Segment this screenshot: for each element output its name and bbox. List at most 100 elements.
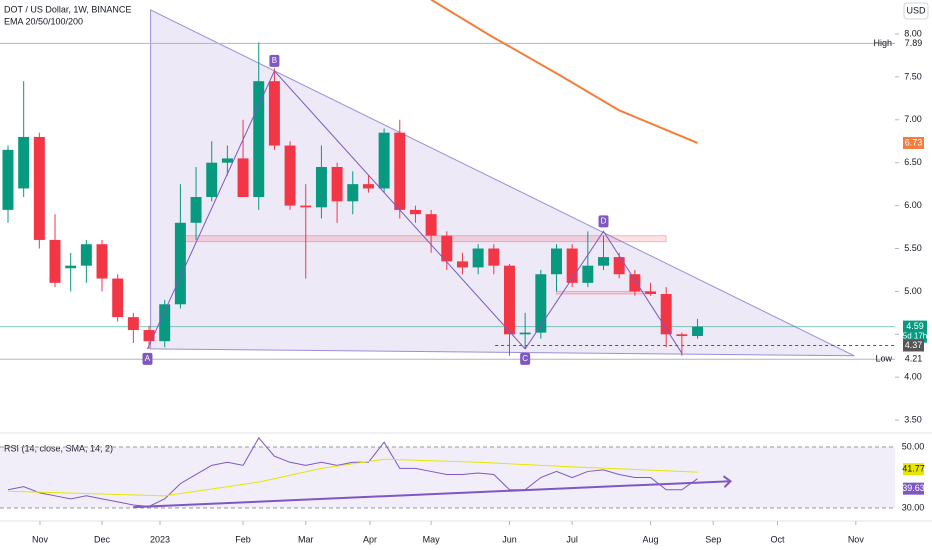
candle-body [96, 244, 108, 279]
rsi-trendline [133, 480, 731, 509]
x-tick-label: Apr [363, 534, 377, 544]
candle-body [253, 81, 265, 198]
candle-body [362, 184, 374, 189]
pattern-label: A [145, 354, 151, 363]
x-tick-label: Oct [770, 534, 785, 544]
y-tick-label: 7.50 [904, 71, 922, 81]
rsi-sma-value-bg [903, 463, 924, 476]
y-tick-label: 7.00 [904, 114, 922, 124]
high-value: 7.89 [905, 38, 923, 48]
rsi-tick-label: 30.00 [902, 502, 925, 512]
candle-body [80, 244, 92, 266]
dashed-level-value: 4.37 [905, 340, 923, 350]
candle-body [174, 222, 186, 305]
pattern-point [598, 215, 609, 228]
candle-body [409, 209, 421, 215]
x-tick-label: Jun [502, 534, 517, 544]
candle-body [519, 332, 531, 335]
rsi-arrowhead [722, 475, 732, 488]
candle-body [582, 265, 594, 283]
pattern-point [269, 54, 280, 67]
rsi-sma-value: 41.77 [902, 464, 925, 474]
candle-body [503, 265, 515, 335]
y-tick-label: 8.00 [904, 28, 922, 38]
candle-body [660, 293, 672, 335]
high-label: High [873, 38, 892, 48]
pattern-label: B [272, 56, 277, 65]
y-tick-label: 5.50 [904, 243, 922, 253]
x-tick-label: Nov [848, 534, 865, 544]
candle-body [645, 291, 657, 294]
x-tick-label: Feb [235, 534, 251, 544]
candle-body [206, 162, 218, 198]
y-tick-label: 5.00 [904, 286, 922, 296]
candle-body [221, 158, 233, 163]
rsi-sma-line [7, 458, 698, 497]
candle-body [535, 274, 547, 333]
pattern-label: D [601, 216, 607, 225]
last-price: 4.59 [906, 321, 924, 331]
candle-body [551, 248, 562, 275]
x-tick-label: 2023 [150, 534, 170, 544]
candle-body [33, 136, 45, 240]
candle-body [284, 145, 296, 206]
dashed-level-value-bg [903, 339, 924, 352]
y-tick-label: 3.50 [904, 415, 922, 425]
candle-body [566, 248, 578, 283]
candle-body [347, 184, 359, 202]
x-tick-label: Sep [705, 534, 721, 544]
triangle-pattern [150, 9, 855, 357]
countdown: 5d 17h [903, 332, 927, 341]
candle-body [692, 326, 704, 337]
candle-body [472, 248, 484, 268]
indicator-label: EMA 20/50/100/200 [4, 16, 83, 26]
high-value-bg [903, 37, 924, 50]
candle-body [65, 265, 77, 269]
low-label: Low [875, 354, 892, 364]
pattern-point [142, 352, 153, 365]
candle-body [300, 205, 312, 208]
candle-body [598, 257, 609, 266]
candle-body [2, 149, 14, 210]
ema-line [430, 0, 698, 144]
candle-body [676, 334, 688, 337]
ema-value-bg [903, 136, 924, 149]
candle-body [394, 132, 406, 210]
x-tick-label: Nov [32, 534, 49, 544]
candle-body [127, 317, 139, 331]
y-tick-label: 4.00 [904, 372, 922, 382]
candle-body [456, 261, 468, 268]
candle-body [190, 197, 202, 223]
rsi-tick-label: 50.00 [902, 441, 925, 451]
x-tick-label: May [423, 534, 441, 544]
ema-value: 6.73 [905, 137, 923, 147]
rsi-line [7, 437, 698, 507]
x-tick-label: Mar [298, 534, 314, 544]
low-value-bg [903, 353, 924, 366]
candle-body [378, 132, 390, 189]
candle-body [237, 158, 249, 198]
x-tick-label: Jul [566, 534, 578, 544]
candle-body [268, 81, 280, 146]
candle-body [49, 239, 61, 283]
candle-body [629, 274, 641, 292]
candle-body [315, 166, 327, 208]
candle-body [613, 257, 625, 275]
currency: USD [906, 5, 926, 15]
candle-body [488, 248, 500, 266]
candle-body [331, 166, 343, 202]
y-tick-label: 6.00 [904, 200, 922, 210]
price-axis [895, 0, 932, 550]
x-tick-label: Aug [643, 534, 659, 544]
currency-button[interactable] [903, 2, 929, 20]
x-tick-label: Dec [94, 534, 111, 544]
rsi-title: RSI (14, close, SMA, 14, 2) [4, 443, 113, 453]
zone [555, 290, 652, 295]
rsi-value-bg [903, 482, 924, 495]
candle-body [112, 278, 124, 318]
candle-body [425, 214, 437, 236]
y-tick-label: 6.50 [904, 157, 922, 167]
low-value: 4.21 [905, 354, 923, 364]
pattern-line [147, 69, 683, 354]
